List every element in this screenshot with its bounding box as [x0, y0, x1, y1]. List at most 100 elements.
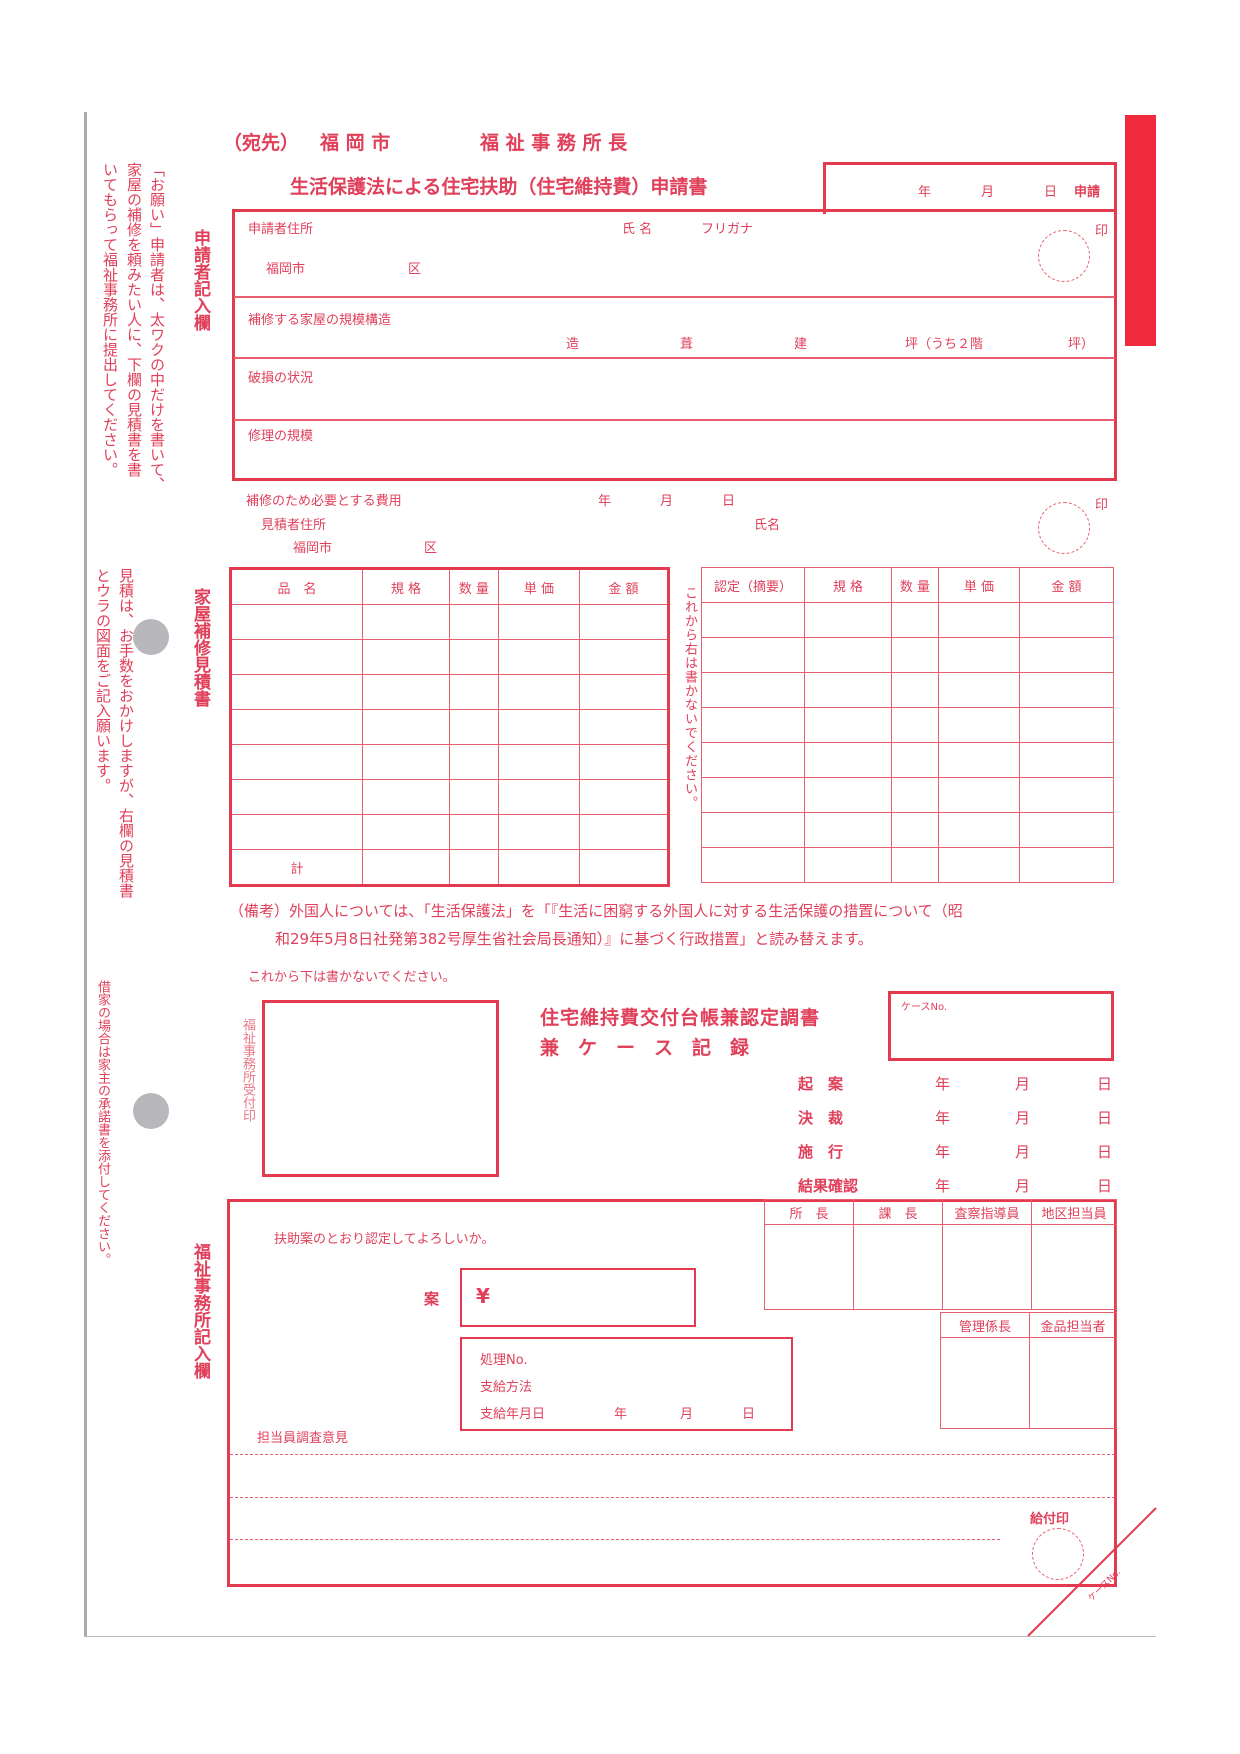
stamp-cell[interactable] — [1029, 1337, 1117, 1429]
col-qty: 数 量 — [891, 567, 939, 603]
cost-label: 補修のため必要とする費用 — [246, 494, 402, 509]
month: 月 — [981, 185, 995, 200]
col-spec: 規 格 — [804, 567, 892, 603]
table-row — [701, 602, 1114, 638]
day: 日 — [1044, 185, 1058, 200]
ledger-subtitle: 兼 ケ ー ス 記 録 — [540, 1037, 750, 1059]
col-price: 単 価 — [938, 567, 1020, 603]
col-amount: 金 額 — [1019, 567, 1114, 603]
table-row — [701, 847, 1114, 883]
stamp-cell[interactable] — [764, 1224, 854, 1310]
year: 年 — [935, 1075, 951, 1093]
note-rental: 借家の場合は家主の承諾書を添付してください。 — [95, 980, 110, 1266]
table-row — [230, 639, 669, 675]
table-row — [701, 637, 1114, 673]
city-label: 福岡市 — [266, 262, 306, 277]
role-director: 所 長 — [764, 1199, 854, 1225]
process-date-label: 起 案 — [798, 1075, 844, 1093]
opinion-line[interactable] — [230, 1497, 1115, 1498]
table-row — [701, 777, 1114, 813]
month: 月 — [1015, 1177, 1031, 1195]
punch-hole — [133, 619, 169, 655]
note-request-3: いてもらって福祉事務所に提出してください。 — [101, 162, 119, 477]
payment-date-label: 支給年月日 — [480, 1407, 546, 1422]
col-approved: 認定（摘要） — [701, 567, 805, 603]
table-row — [230, 779, 669, 815]
zo-label: 造 — [566, 337, 580, 352]
seal-label: 印 — [1095, 498, 1109, 513]
opinion-line[interactable] — [230, 1454, 1115, 1455]
role-section-chief: 課 長 — [853, 1199, 943, 1225]
total-label: 計 — [230, 849, 363, 886]
seal-label: 印 — [1095, 224, 1109, 239]
label-applicant: 申請者記入欄 — [190, 229, 210, 331]
plan-label: 案 — [424, 1290, 440, 1308]
ledger-title: 住宅維持費交付台帳兼認定調書 — [540, 1007, 821, 1029]
processing-no-label: 処理No. — [480, 1353, 528, 1368]
addressee-office: 福 祉 事 務 所 長 — [480, 132, 628, 154]
stamp-cell[interactable] — [940, 1337, 1030, 1429]
tsubo-label: 坪（うち２階 — [905, 337, 984, 352]
process-date-label: 施 行 — [798, 1143, 844, 1161]
year: 年 — [935, 1143, 951, 1161]
seal-circle[interactable] — [1038, 502, 1090, 554]
process-date-label: 結果確認 — [798, 1177, 859, 1195]
city-label: 福岡市 — [293, 541, 333, 556]
note-estimate-2: とウラの図面をご記入願います。 — [94, 568, 112, 793]
month: 月 — [680, 1407, 694, 1422]
corner-diagonal — [1027, 1507, 1157, 1637]
year: 年 — [918, 185, 932, 200]
day: 日 — [1097, 1109, 1113, 1127]
role-cash-officer: 金品担当者 — [1029, 1312, 1117, 1338]
table-row: 計 — [230, 849, 669, 886]
estimator-name-label: 氏名 — [754, 518, 781, 533]
table-row — [230, 744, 669, 780]
stamp-cell[interactable] — [853, 1224, 943, 1310]
role-supervisor: 査察指導員 — [942, 1199, 1032, 1225]
addressee-city: 福 岡 市 — [320, 132, 391, 154]
approval-stamps-2: 管理係長 金品担当者 — [940, 1312, 1117, 1429]
punch-hole — [133, 1093, 169, 1129]
year: 年 — [614, 1407, 628, 1422]
divider — [234, 296, 1115, 298]
day: 日 — [1097, 1143, 1113, 1161]
label-estimate: 家屋補修見積書 — [190, 588, 210, 707]
built-label: 建 — [794, 337, 808, 352]
label-office: 福祉事務所記入欄 — [190, 1243, 210, 1379]
payment-method-label: 支給方法 — [480, 1380, 533, 1395]
divider — [234, 357, 1115, 359]
seal-circle[interactable] — [1038, 230, 1090, 282]
addressee-prefix: （宛先） — [223, 132, 300, 154]
table-row — [701, 707, 1114, 743]
payment-seal-circle[interactable] — [1032, 1528, 1084, 1580]
opinion-line[interactable] — [230, 1539, 1000, 1540]
red-tab — [1125, 115, 1156, 346]
year: 年 — [598, 494, 612, 509]
table-row — [701, 742, 1114, 778]
remark-line-1: （備考）外国人については、「生活保護法」を「『生活に困窮する外国人に対する生活保… — [229, 902, 963, 920]
case-no-label: ケースNo. — [901, 1002, 948, 1013]
year: 年 — [935, 1177, 951, 1195]
no-write-below-note: これから下は書かないでください。 — [248, 970, 456, 985]
estimate-table: 品 名規 格数 量単 価金 額 計 — [229, 567, 670, 887]
process-date-label: 決 裁 — [798, 1109, 844, 1127]
stamp-cell[interactable] — [942, 1224, 1032, 1310]
col-qty: 数 量 — [449, 568, 499, 605]
table-row — [230, 674, 669, 710]
damage-label[interactable]: 破損の状況 — [248, 371, 314, 386]
processing-box: 処理No. 支給方法 支給年月日 年 月 日 — [460, 1337, 793, 1431]
stamp-cell[interactable] — [1031, 1224, 1117, 1310]
divider — [234, 419, 1115, 421]
case-no-box[interactable]: ケースNo. — [888, 991, 1114, 1061]
repair-label[interactable]: 修理の規模 — [248, 429, 314, 444]
no-write-right-note: これから右は書かないでください。 — [682, 586, 697, 810]
date-box[interactable]: 年 月 日 申請 — [823, 162, 1117, 214]
approval-question: 扶助案のとおり認定してよろしいか。 — [274, 1232, 495, 1247]
estimator-address-label: 見積者住所 — [261, 518, 327, 533]
day: 日 — [1097, 1075, 1113, 1093]
role-caseworker: 地区担当員 — [1031, 1199, 1117, 1225]
furigana-label[interactable]: フリガナ — [701, 222, 754, 237]
plan-amount-field[interactable]: ¥ — [460, 1268, 696, 1327]
role-admin-chief: 管理係長 — [940, 1312, 1030, 1338]
